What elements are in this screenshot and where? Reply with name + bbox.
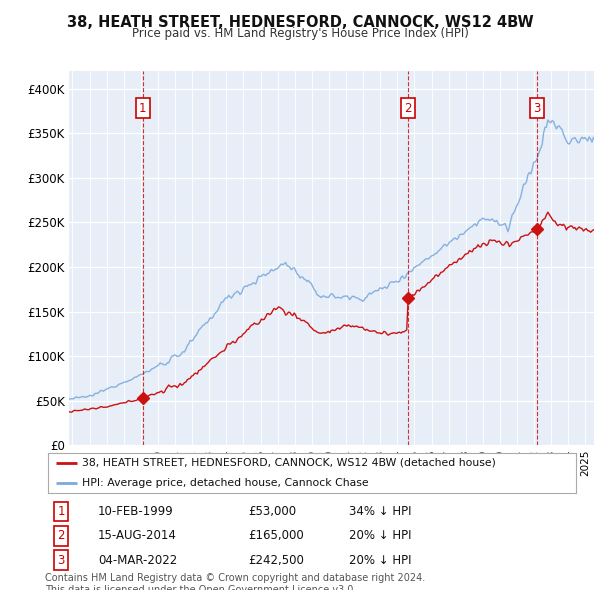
Text: Price paid vs. HM Land Registry's House Price Index (HPI): Price paid vs. HM Land Registry's House … (131, 27, 469, 40)
Text: 1: 1 (139, 101, 146, 115)
Text: 1: 1 (58, 505, 65, 518)
Text: 38, HEATH STREET, HEDNESFORD, CANNOCK, WS12 4BW: 38, HEATH STREET, HEDNESFORD, CANNOCK, W… (67, 15, 533, 30)
Text: 3: 3 (58, 553, 65, 567)
Text: £165,000: £165,000 (248, 529, 304, 542)
Text: 15-AUG-2014: 15-AUG-2014 (98, 529, 177, 542)
Text: Contains HM Land Registry data © Crown copyright and database right 2024.
This d: Contains HM Land Registry data © Crown c… (45, 573, 425, 590)
Text: £53,000: £53,000 (248, 505, 297, 518)
Text: HPI: Average price, detached house, Cannock Chase: HPI: Average price, detached house, Cann… (82, 478, 369, 487)
Text: 10-FEB-1999: 10-FEB-1999 (98, 505, 174, 518)
Text: 04-MAR-2022: 04-MAR-2022 (98, 553, 178, 567)
Text: 20% ↓ HPI: 20% ↓ HPI (349, 553, 412, 567)
Text: £242,500: £242,500 (248, 553, 305, 567)
Text: 3: 3 (533, 101, 541, 115)
Text: 34% ↓ HPI: 34% ↓ HPI (349, 505, 412, 518)
Text: 2: 2 (58, 529, 65, 542)
Text: 2: 2 (404, 101, 412, 115)
Text: 20% ↓ HPI: 20% ↓ HPI (349, 529, 412, 542)
Text: 38, HEATH STREET, HEDNESFORD, CANNOCK, WS12 4BW (detached house): 38, HEATH STREET, HEDNESFORD, CANNOCK, W… (82, 458, 496, 467)
